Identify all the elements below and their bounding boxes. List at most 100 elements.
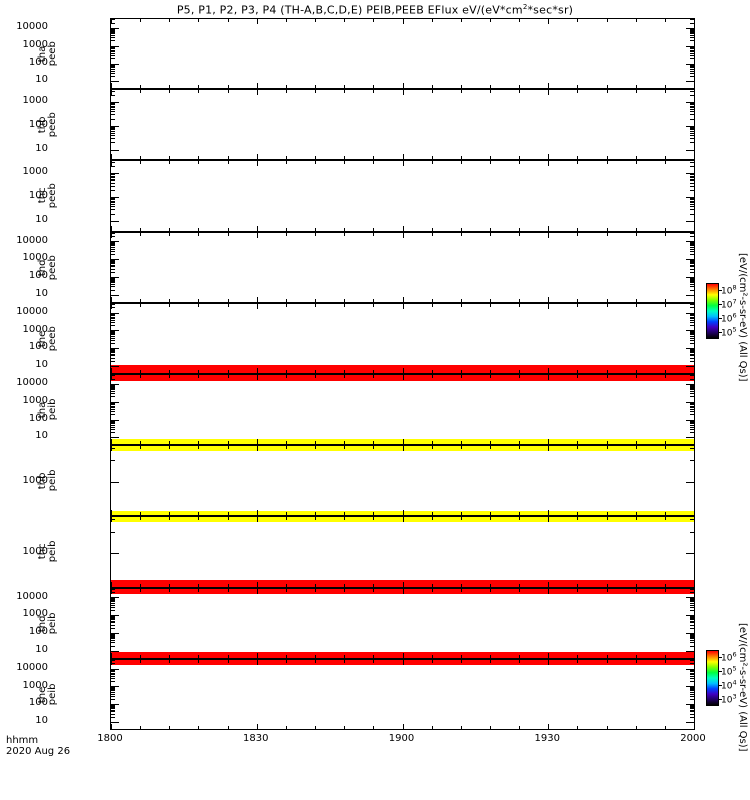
y-tick-minor (690, 204, 694, 206)
y-tick-minor (111, 243, 115, 245)
y-tick-minor (690, 111, 694, 113)
y-tick-minor (111, 22, 115, 24)
y-tick-minor (111, 200, 115, 202)
x-tick (140, 19, 142, 22)
x-tick (227, 375, 229, 378)
x-tick (344, 583, 346, 587)
y-tick-minor (111, 58, 115, 60)
x-tick (664, 654, 666, 658)
x-tick (198, 512, 200, 516)
y-tick-label: 1000 (22, 474, 48, 486)
x-tick (315, 583, 317, 587)
y-tick-minor (690, 675, 694, 677)
y-tick-minor (690, 138, 694, 140)
x-tick (519, 90, 521, 94)
y-tick-minor (111, 634, 115, 636)
y-tick-minor (111, 353, 115, 355)
x-tick (489, 303, 491, 307)
y-tick-minor (690, 70, 694, 72)
y-tick-major (686, 241, 694, 243)
x-tick (344, 369, 346, 373)
colorbar-ions[interactable]: 106 105 104 103 (706, 650, 750, 706)
colorbar-tick-exponent: 3 (732, 692, 737, 701)
y-tick-minor (690, 616, 694, 618)
y-tick-minor (690, 705, 694, 707)
x-tick (256, 446, 258, 452)
panel-tha-peib[interactable] (110, 374, 695, 446)
x-tick (577, 375, 579, 378)
y-tick-minor (690, 67, 694, 69)
x-tick (489, 446, 491, 450)
y-tick-minor (111, 105, 115, 107)
y-tick-minor (111, 315, 115, 317)
y-tick-minor (690, 250, 694, 252)
x-tick (111, 367, 112, 373)
y-tick-minor (111, 407, 115, 409)
x-tick (111, 296, 112, 302)
x-tick (111, 517, 112, 523)
y-tick-minor (690, 428, 694, 430)
y-tick-minor (111, 423, 115, 425)
x-tick (198, 588, 200, 592)
panel-thc-peib[interactable] (110, 516, 695, 588)
y-tick-minor (111, 314, 115, 316)
panel-the-peib[interactable] (110, 658, 695, 730)
colorbar-tick-exponent: 6 (732, 650, 737, 659)
y-tick-minor (690, 325, 694, 327)
panel-thd-peeb[interactable] (110, 231, 695, 303)
panel-the-peeb[interactable] (110, 302, 695, 374)
y-tick-minor (111, 180, 115, 182)
y-tick-minor (690, 319, 694, 321)
panel-thb-peib[interactable] (110, 445, 695, 517)
y-tick-minor (690, 33, 694, 35)
x-tick (606, 583, 608, 587)
y-tick-minor (690, 278, 694, 280)
y-tick-major (111, 366, 119, 368)
y-tick-minor (690, 617, 694, 619)
y-tick-minor (690, 663, 694, 665)
panel-tha-peeb[interactable] (110, 18, 695, 90)
x-tick (577, 85, 579, 89)
x-tick (519, 446, 521, 450)
colorbar-tick-mark (719, 699, 722, 700)
x-tick (256, 581, 258, 587)
x-tick (548, 296, 550, 302)
y-tick-minor (111, 411, 115, 412)
x-tick (606, 232, 608, 236)
x-tick (140, 90, 142, 94)
y-tick-minor (111, 31, 115, 33)
y-tick-major (111, 27, 119, 29)
y-tick-minor (690, 182, 694, 184)
x-tick (664, 446, 666, 450)
y-tick-minor (690, 198, 694, 200)
y-tick-minor (111, 531, 115, 533)
x-tick (344, 441, 346, 445)
panel-thc-peeb[interactable] (110, 160, 695, 232)
y-tick-label: 1000 (22, 166, 48, 178)
y-tick-minor (690, 600, 694, 602)
x-tick (169, 161, 171, 165)
x-tick (373, 725, 375, 729)
y-tick-minor (111, 114, 115, 116)
panel-thb-peeb[interactable] (110, 89, 695, 161)
y-tick-minor (690, 262, 694, 264)
y-tick-minor (690, 189, 694, 191)
x-tick (460, 725, 462, 729)
y-tick-minor (111, 19, 115, 21)
colorbar-electrons[interactable]: 108 107 106 105 (706, 283, 750, 339)
y-tick-major (111, 704, 119, 706)
panel-thd-peib[interactable] (110, 587, 695, 659)
x-tick (373, 512, 375, 516)
y-tick-minor (111, 331, 115, 333)
colorbar-area: 108 107 106 105 [eV/(cm²-s-sr-eV) (All Qs)] 1… (695, 0, 750, 800)
y-tick-minor (690, 592, 694, 594)
x-tick (402, 367, 404, 373)
y-tick-minor (111, 592, 115, 594)
x-tick (198, 156, 200, 160)
y-tick-label: 10000 (16, 305, 48, 317)
y-tick-major (686, 481, 694, 483)
y-tick-minor (111, 264, 115, 266)
x-tick (256, 303, 258, 309)
panel-label-thd-peeb: thd peeb (37, 236, 58, 299)
y-tick-minor (690, 281, 694, 283)
